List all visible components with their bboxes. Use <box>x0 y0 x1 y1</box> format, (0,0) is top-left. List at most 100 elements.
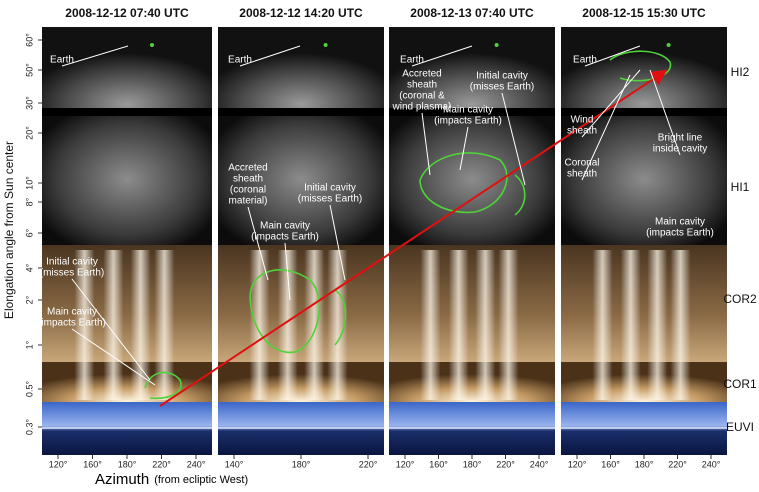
ray <box>621 250 641 400</box>
y-tick-label: 8° <box>24 197 34 206</box>
ray <box>671 250 691 400</box>
earth <box>495 43 499 47</box>
ray <box>421 250 441 400</box>
y-tick-label: 6° <box>24 228 34 237</box>
panel-title: 2008-12-12 07:40 UTC <box>65 6 189 20</box>
annotation: (impacts Earth) <box>434 116 502 127</box>
y-tick-label: 30° <box>24 96 34 110</box>
ray <box>499 250 519 400</box>
annotation: (impacts Earth) <box>646 228 714 239</box>
annotation: (impacts Earth) <box>251 232 319 243</box>
x-tick-label: 240° <box>530 459 549 469</box>
x-tick-label: 120° <box>49 459 68 469</box>
x-tick-label: 140° <box>225 459 244 469</box>
hi-gap <box>218 108 384 116</box>
x-tick-label: 160° <box>429 459 448 469</box>
annotation: (misses Earth) <box>40 268 104 279</box>
annotation: Main cavity <box>47 307 97 318</box>
x-tick-label: 160° <box>83 459 102 469</box>
x-label-main: Azimuth <box>95 471 149 488</box>
annotation: Coronal <box>564 158 599 169</box>
annotation: Main cavity <box>443 105 493 116</box>
x-label-sub: (from ecliptic West) <box>154 474 248 486</box>
image-band <box>561 362 727 402</box>
earth <box>150 43 154 47</box>
annotation: Main cavity <box>260 221 310 232</box>
annotation: (misses Earth) <box>470 82 534 93</box>
annotation: Bright line <box>658 133 703 144</box>
x-tick-label: 180° <box>463 459 482 469</box>
x-tick-label: 240° <box>702 459 721 469</box>
instrument-label: COR2 <box>723 292 757 306</box>
ray <box>154 250 174 400</box>
annotation: Initial cavity <box>304 183 356 194</box>
x-tick-label: 180° <box>118 459 137 469</box>
instrument-label: EUVI <box>726 420 754 434</box>
x-tick-label: 220° <box>152 459 171 469</box>
panel-title: 2008-12-15 15:30 UTC <box>582 6 706 20</box>
annotation: Accreted <box>228 163 267 174</box>
y-tick-label: 2° <box>24 295 34 304</box>
annotation: sheath <box>567 126 597 137</box>
image-band <box>389 362 555 402</box>
annotation: sheath <box>233 174 263 185</box>
y-tick-label: 60° <box>24 33 34 47</box>
y-tick-label: 10° <box>24 176 34 190</box>
annotation: Main cavity <box>655 217 705 228</box>
ray <box>449 250 469 400</box>
ray <box>475 250 495 400</box>
y-tick-label: 20° <box>24 126 34 140</box>
x-tick-label: 120° <box>568 459 587 469</box>
x-axis-label: Azimuth (from ecliptic West) <box>95 471 248 488</box>
image-band <box>561 245 727 362</box>
annotation: Wind <box>571 115 594 126</box>
annotation: material) <box>229 196 268 207</box>
annotation: Accreted <box>402 69 441 80</box>
y-tick-label: 0.5° <box>24 381 34 398</box>
image-band <box>42 113 212 245</box>
annotation: Initial cavity <box>476 71 528 82</box>
annotation: Initial cavity <box>46 257 98 268</box>
y-tick-label: 1° <box>24 340 34 349</box>
y-axis-label: Elongation angle from Sun center <box>2 141 16 319</box>
image-band <box>389 245 555 362</box>
y-tick-label: 4° <box>24 263 34 272</box>
figure: 2008-12-12 07:40 UTC 120° 160° 180° 220° 240°… <box>0 0 759 492</box>
image-band <box>218 245 384 362</box>
annotation: sheath <box>407 80 437 91</box>
annotation: (misses Earth) <box>298 194 362 205</box>
image-band <box>218 27 384 113</box>
earth <box>667 43 671 47</box>
ray <box>647 250 667 400</box>
annotation: Earth <box>50 55 74 66</box>
annotation: (coronal & <box>399 91 445 102</box>
x-tick-label: 180° <box>292 459 311 469</box>
annotation: Earth <box>228 55 252 66</box>
x-tick-label: 220° <box>668 459 687 469</box>
annotation: (impacts Earth) <box>38 318 106 329</box>
annotation: sheath <box>567 169 597 180</box>
annotation: (coronal <box>230 185 266 196</box>
image-band <box>42 27 212 113</box>
hi-gap <box>42 108 212 116</box>
x-tick-label: 120° <box>396 459 415 469</box>
annotation: Earth <box>400 55 424 66</box>
x-tick-label: 240° <box>187 459 206 469</box>
x-tick-label: 160° <box>601 459 620 469</box>
earth <box>324 43 328 47</box>
instrument-label: HI2 <box>731 65 750 79</box>
annotation: inside cavity <box>653 144 707 155</box>
panel-title: 2008-12-13 07:40 UTC <box>410 6 534 20</box>
panel-title: 2008-12-12 14:20 UTC <box>239 6 363 20</box>
image-band <box>561 27 727 113</box>
instrument-label: COR1 <box>723 377 757 391</box>
instrument-label: HI1 <box>731 180 750 194</box>
ray <box>103 250 123 400</box>
x-tick-label: 220° <box>359 459 378 469</box>
image-band <box>42 362 212 402</box>
ray <box>593 250 613 400</box>
y-tick-label: 0.3° <box>24 419 34 436</box>
image-band <box>389 113 555 245</box>
x-tick-label: 220° <box>496 459 515 469</box>
annotation: Earth <box>573 55 597 66</box>
